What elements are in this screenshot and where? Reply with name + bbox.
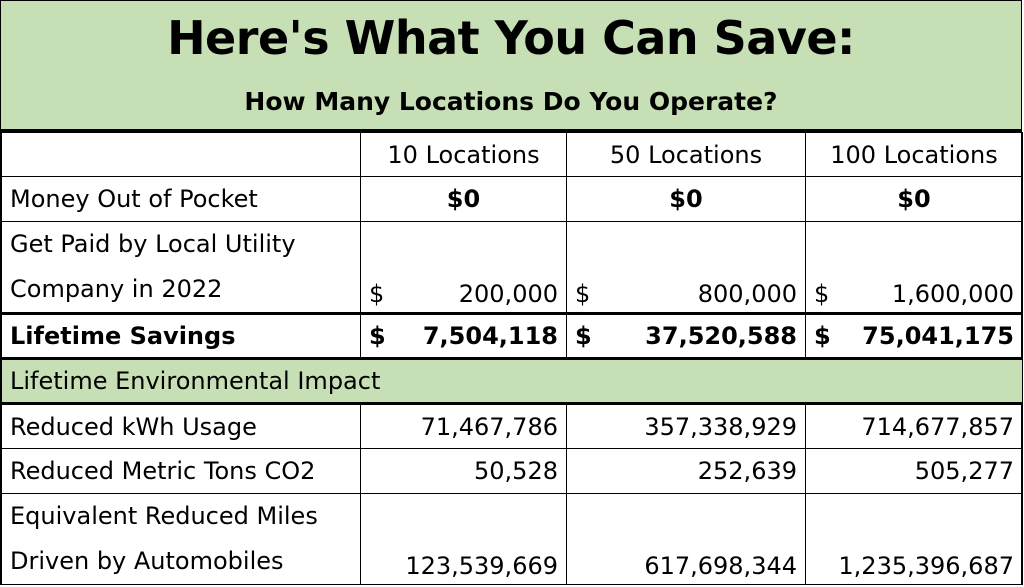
cell-co2-10[interactable]: 50,528: [360, 448, 567, 494]
cell-lifetime-50[interactable]: $37,520,588: [566, 312, 806, 360]
row-label-utility[interactable]: Get Paid by Local Utility Company in 2022: [1, 221, 361, 314]
cell-utility-10[interactable]: $200,000: [360, 221, 567, 314]
row-label-miles[interactable]: Equivalent Reduced Miles Driven by Automo…: [1, 493, 361, 585]
section-header-environmental: Lifetime Environmental Impact: [1, 358, 1023, 405]
utility-value-10: 200,000: [458, 280, 558, 308]
cell-money-out-50[interactable]: $0: [566, 176, 806, 222]
lifetime-value-50: 37,520,588: [645, 322, 797, 350]
row-label-lifetime-savings[interactable]: Lifetime Savings: [1, 312, 361, 360]
section-label-environmental[interactable]: Lifetime Environmental Impact: [1, 358, 1023, 405]
page-title: Here's What You Can Save:: [167, 11, 855, 65]
lifetime-value-100: 75,041,175: [862, 322, 1014, 350]
cell-utility-100[interactable]: $1,600,000: [805, 221, 1023, 314]
table-row-miles: Equivalent Reduced Miles Driven by Automo…: [1, 493, 1023, 585]
cell-co2-100[interactable]: 505,277: [805, 448, 1023, 494]
currency-symbol: $: [575, 280, 591, 308]
row-label-co2[interactable]: Reduced Metric Tons CO2: [1, 448, 361, 494]
utility-value-50: 800,000: [697, 280, 797, 308]
row-label-money-out[interactable]: Money Out of Pocket: [1, 176, 361, 222]
cell-money-out-10[interactable]: $0: [360, 176, 567, 222]
column-header-row: 10 Locations 50 Locations 100 Locations: [1, 132, 1023, 177]
cell-lifetime-100[interactable]: $75,041,175: [805, 312, 1023, 360]
column-header-10[interactable]: 10 Locations: [360, 132, 567, 177]
column-header-50[interactable]: 50 Locations: [566, 132, 806, 177]
table-row-kwh: Reduced kWh Usage 71,467,786 357,338,929…: [1, 403, 1023, 449]
savings-table: 10 Locations 50 Locations 100 Locations …: [1, 132, 1023, 585]
row-label-kwh[interactable]: Reduced kWh Usage: [1, 403, 361, 449]
title-banner: Here's What You Can Save: How Many Locat…: [1, 1, 1021, 132]
cell-money-out-100[interactable]: $0: [805, 176, 1023, 222]
row-label-miles-line2: Driven by Automobiles: [10, 547, 284, 575]
table-row-money-out: Money Out of Pocket $0 $0 $0: [1, 176, 1023, 222]
cell-co2-50[interactable]: 252,639: [566, 448, 806, 494]
currency-symbol: $: [814, 322, 831, 350]
table-row-lifetime-savings: Lifetime Savings $7,504,118 $37,520,588 …: [1, 312, 1023, 360]
cell-miles-10[interactable]: 123,539,669: [360, 493, 567, 585]
column-header-100[interactable]: 100 Locations: [805, 132, 1023, 177]
empty-header-cell: [1, 132, 361, 177]
cell-miles-100[interactable]: 1,235,396,687: [805, 493, 1023, 585]
cell-miles-50[interactable]: 617,698,344: [566, 493, 806, 585]
row-label-utility-line2: Company in 2022: [10, 275, 223, 303]
utility-value-100: 1,600,000: [891, 280, 1014, 308]
cell-kwh-10[interactable]: 71,467,786: [360, 403, 567, 449]
row-label-utility-line1: Get Paid by Local Utility: [10, 230, 296, 258]
page-subtitle: How Many Locations Do You Operate?: [244, 87, 778, 116]
cell-kwh-100[interactable]: 714,677,857: [805, 403, 1023, 449]
currency-symbol: $: [369, 280, 385, 308]
table-row-utility: Get Paid by Local Utility Company in 2022…: [1, 221, 1023, 314]
table-row-co2: Reduced Metric Tons CO2 50,528 252,639 5…: [1, 448, 1023, 494]
cell-kwh-50[interactable]: 357,338,929: [566, 403, 806, 449]
cell-utility-50[interactable]: $800,000: [566, 221, 806, 314]
currency-symbol: $: [575, 322, 592, 350]
lifetime-value-10: 7,504,118: [422, 322, 558, 350]
row-label-miles-line1: Equivalent Reduced Miles: [10, 502, 318, 530]
currency-symbol: $: [814, 280, 830, 308]
currency-symbol: $: [369, 322, 386, 350]
cell-lifetime-10[interactable]: $7,504,118: [360, 312, 567, 360]
